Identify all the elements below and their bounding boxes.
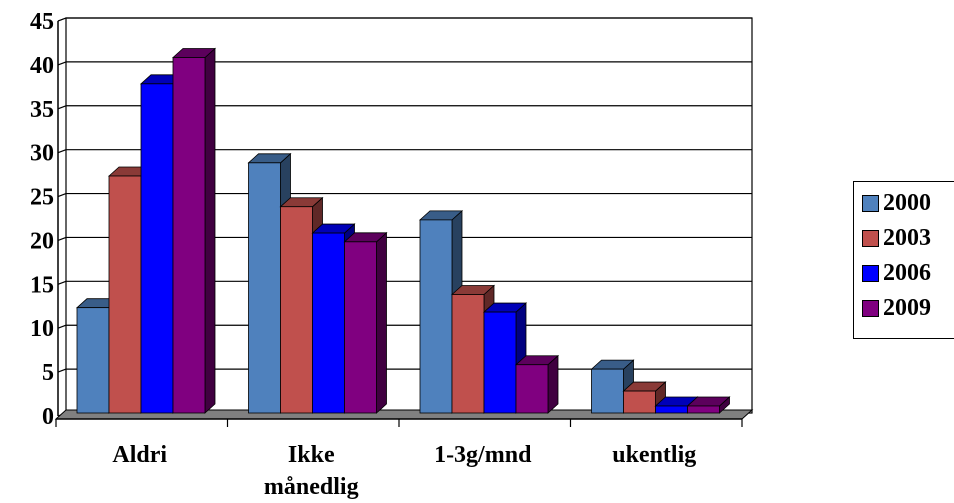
y-tick-label: 10 (30, 316, 54, 342)
legend: 2000 2003 2006 2009 (853, 181, 954, 339)
bar-front (419, 219, 453, 414)
y-tick (57, 324, 67, 329)
x-tick-label: månedlig (264, 474, 359, 500)
legend-item: 2009 (862, 295, 931, 321)
bar-front (451, 294, 485, 414)
y-tick-label: 45 (30, 9, 54, 35)
bar-front (140, 83, 174, 414)
y-tick-label: 20 (30, 228, 54, 254)
y-tick (57, 236, 67, 242)
legend-swatch (862, 264, 879, 282)
y-tick (57, 61, 67, 66)
bar-front (655, 405, 688, 414)
bar-side (376, 231, 387, 414)
y-tick (57, 105, 67, 110)
legend-label: 2000 (883, 189, 931, 216)
bar-side (547, 354, 559, 414)
bar (514, 354, 560, 414)
bar-front (248, 162, 281, 414)
legend-item: 2006 (862, 260, 931, 286)
bar-front (687, 405, 720, 414)
bar-front (591, 368, 624, 414)
bar-front (76, 307, 110, 414)
bar-front (344, 241, 377, 414)
legend-label: 2006 (883, 259, 931, 286)
y-tick-label: 0 (42, 404, 54, 430)
bar-front (172, 57, 206, 414)
x-tick-label: ukentlig (612, 442, 696, 468)
bar-side (204, 47, 216, 414)
bar-front (280, 206, 313, 414)
legend-swatch (862, 194, 879, 212)
bar (171, 47, 217, 414)
bar-front (483, 311, 517, 414)
y-tick-label: 30 (30, 141, 54, 167)
legend-swatch (862, 299, 879, 317)
x-tick-label: Ikke (288, 442, 335, 468)
bar-front (312, 232, 345, 414)
bar-front (108, 175, 142, 414)
y-tick-label: 40 (30, 53, 54, 79)
y-tick (57, 368, 67, 373)
wall-edge (57, 17, 67, 22)
legend-label: 2003 (883, 224, 931, 251)
legend-item: 2000 (862, 190, 931, 216)
legend-label: 2009 (883, 294, 931, 321)
legend-item: 2003 (862, 225, 931, 251)
x-tick-label: Aldri (112, 442, 167, 468)
y-tick-label: 15 (30, 272, 54, 298)
y-tick-label: 5 (42, 360, 54, 386)
legend-swatch (862, 229, 879, 247)
x-tick-label: 1-3g/mnd (434, 442, 532, 468)
bar (686, 396, 731, 414)
y-tick (57, 149, 67, 154)
y-tick (57, 280, 67, 285)
y-tick-label: 35 (30, 97, 54, 123)
y-tick-label: 25 (30, 185, 54, 211)
bar-front (623, 390, 656, 414)
bar-front (515, 364, 549, 414)
y-tick (57, 192, 67, 198)
bar (343, 231, 388, 414)
